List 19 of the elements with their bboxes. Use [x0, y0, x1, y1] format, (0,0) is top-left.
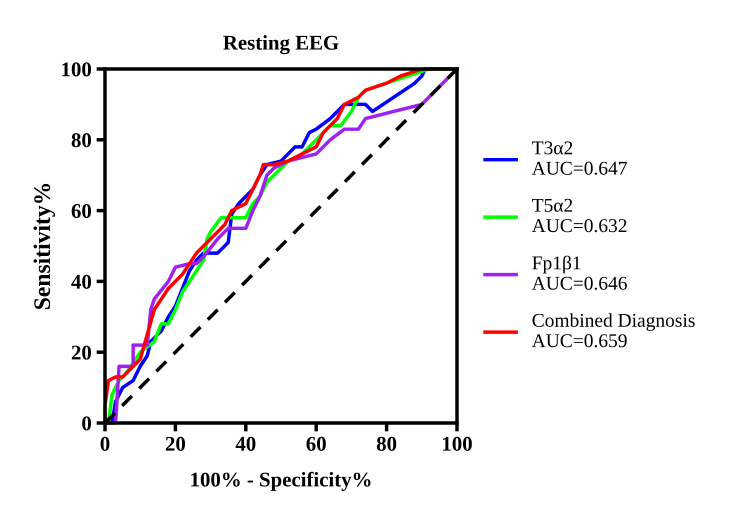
y-tick-label: 100 — [62, 62, 92, 76]
legend-label: T3α2 AUC=0.647 — [532, 141, 627, 175]
y-tick-label: 0 — [82, 416, 92, 430]
legend-label: Combined Diagnosis AUC=0.659 — [532, 313, 695, 348]
x-tick-label: 40 — [236, 436, 256, 451]
y-axis-title: Sensitivity% — [34, 184, 55, 310]
x-axis-title: 100% - Specificity% — [191, 472, 370, 491]
legend-label: Fp1β1 AUC=0.646 — [532, 256, 627, 290]
x-tick-label: 20 — [166, 436, 186, 451]
x-tick-label: 80 — [376, 436, 396, 451]
chart-title: Resting EEG — [223, 35, 339, 54]
y-tick-label: 40 — [71, 274, 92, 289]
x-tick-label: 0 — [100, 436, 110, 451]
y-tick-label: 20 — [72, 346, 92, 360]
legend-label: T5α2 AUC=0.632 — [532, 198, 626, 232]
y-tick-label: 60 — [72, 204, 92, 218]
x-tick-label: 100 — [443, 436, 472, 451]
x-tick-label: 60 — [306, 436, 326, 451]
y-tick-label: 80 — [72, 133, 92, 148]
